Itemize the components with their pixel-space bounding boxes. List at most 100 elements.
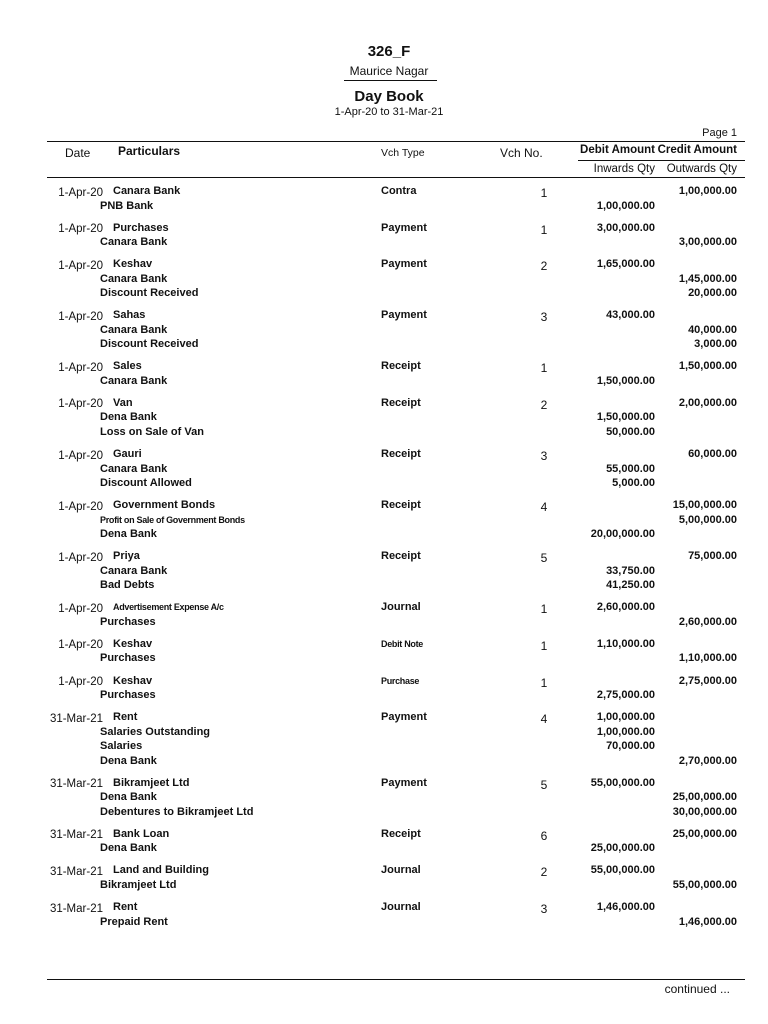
voucher-entry[interactable]: 1-Apr-20 Receipt 3 Gauri 60,000.00 Canara Ban… bbox=[0, 447, 768, 491]
debit-amount: 5,000.00 bbox=[612, 477, 655, 490]
voucher-entry[interactable]: 1-Apr-20 Receipt 5 Priya 75,000.00 Canara Ban… bbox=[0, 549, 768, 593]
ledger-name: Sales bbox=[113, 360, 142, 373]
voucher-date: 1-Apr-20 bbox=[58, 223, 103, 236]
ledger-name: Dena Bank bbox=[100, 528, 157, 541]
ledger-name: Bank Loan bbox=[113, 827, 170, 840]
debit-amount: 55,00,000.00 bbox=[590, 776, 655, 789]
ledger-name: PNB Bank bbox=[100, 199, 154, 212]
voucher-entry[interactable]: 1-Apr-20 Payment 1 Purchases 3,00,000.00 Cana… bbox=[0, 221, 768, 250]
ledger-name: Sahas bbox=[113, 309, 146, 322]
voucher-date: 1-Apr-20 bbox=[58, 500, 103, 513]
debit-amount: 25,00,000.00 bbox=[590, 842, 655, 855]
credit-amount: 1,45,000.00 bbox=[678, 272, 737, 285]
debit-amount: 1,00,000.00 bbox=[596, 725, 655, 738]
credit-amount: 55,00,000.00 bbox=[672, 878, 737, 891]
voucher-entry[interactable]: 1-Apr-20 Purchase 1 Keshav 2,75,000.00 Purcha… bbox=[0, 674, 768, 703]
voucher-type: Journal bbox=[381, 601, 421, 614]
voucher-entry[interactable]: 1-Apr-20 Payment 3 Sahas 43,000.00 Canara Ban… bbox=[0, 308, 768, 352]
voucher-type: Receipt bbox=[381, 499, 421, 512]
ledger-line: Profit on Sale of Government Bonds 5,00,0… bbox=[0, 513, 768, 528]
voucher-entry[interactable]: 1-Apr-20 Payment 2 Keshav 1,65,000.00 Canara … bbox=[0, 257, 768, 301]
voucher-type: Payment bbox=[381, 258, 427, 271]
header-top-rule bbox=[47, 141, 745, 142]
ledger-line: Purchases 2,75,000.00 bbox=[0, 688, 768, 703]
voucher-entry[interactable]: 1-Apr-20 Journal 1 Advertisement Expense A/… bbox=[0, 600, 768, 629]
voucher-entry[interactable]: 31-Mar-21 Journal 3 Rent 1,46,000.00 Prepaid … bbox=[0, 900, 768, 929]
voucher-type: Payment bbox=[381, 711, 427, 724]
debit-amount: 1,00,000.00 bbox=[596, 199, 655, 212]
continued-label: continued ... bbox=[664, 982, 730, 996]
ledger-name: Purchases bbox=[100, 652, 156, 665]
voucher-type: Purchase bbox=[381, 675, 420, 686]
ledger-name: Rent bbox=[113, 711, 138, 724]
voucher-list: 1-Apr-20 Contra 1 Canara Bank 1,00,000.00 PNB… bbox=[0, 184, 768, 937]
ledger-line: 1-Apr-20 Receipt 2 Van 2,00,000.00 bbox=[0, 396, 768, 412]
ledger-line: 31-Mar-21 Receipt 6 Bank Loan 25,00,000.00 bbox=[0, 827, 768, 843]
voucher-entry[interactable]: 31-Mar-21 Payment 4 Rent 1,00,000.00 Salaries… bbox=[0, 710, 768, 768]
voucher-number: 2 bbox=[540, 259, 548, 274]
debit-amount: 55,00,000.00 bbox=[590, 864, 655, 877]
credit-amount: 25,00,000.00 bbox=[672, 827, 737, 840]
voucher-type: Contra bbox=[381, 185, 417, 197]
debit-amount: 55,000.00 bbox=[606, 462, 655, 475]
ledger-line: 1-Apr-20 Receipt 5 Priya 75,000.00 bbox=[0, 549, 768, 565]
ledger-name: Dena Bank bbox=[100, 411, 157, 424]
ledger-name: Canara Bank bbox=[100, 323, 168, 336]
col-vch-type: Vch Type bbox=[381, 147, 425, 159]
amount-subrule bbox=[578, 160, 745, 161]
ledger-line: 1-Apr-20 Journal 1 Advertisement Expense A/… bbox=[0, 600, 768, 616]
voucher-entry[interactable]: 1-Apr-20 Receipt 2 Van 2,00,000.00 Dena Bank 1… bbox=[0, 396, 768, 440]
ledger-name: Salaries Outstanding bbox=[100, 725, 211, 738]
debit-amount: 1,00,000.00 bbox=[596, 711, 655, 724]
ledger-name: Land and Building bbox=[113, 864, 209, 877]
ledger-name: Keshav bbox=[113, 674, 153, 687]
voucher-entry[interactable]: 1-Apr-20 Debit Note 1 Keshav 1,10,000.00 Purc… bbox=[0, 637, 768, 666]
voucher-type: Receipt bbox=[381, 396, 421, 409]
company-name: 326_F bbox=[367, 43, 411, 60]
ledger-line: Purchases 1,10,000.00 bbox=[0, 651, 768, 666]
ledger-name: Canara Bank bbox=[100, 564, 168, 577]
ledger-line: Prepaid Rent 1,46,000.00 bbox=[0, 915, 768, 930]
ledger-line: PNB Bank 1,00,000.00 bbox=[0, 199, 768, 214]
ledger-line: 31-Mar-21 Journal 3 Rent 1,46,000.00 bbox=[0, 900, 768, 916]
debit-amount: 70,000.00 bbox=[606, 740, 655, 753]
voucher-type: Receipt bbox=[381, 360, 421, 373]
credit-amount: 30,00,000.00 bbox=[672, 805, 737, 818]
credit-amount: 25,00,000.00 bbox=[672, 791, 737, 804]
ledger-line: Purchases 2,60,000.00 bbox=[0, 615, 768, 630]
ledger-name: Dena Bank bbox=[100, 791, 157, 804]
voucher-date: 1-Apr-20 bbox=[58, 361, 103, 374]
ledger-name: Dena Bank bbox=[100, 842, 157, 855]
voucher-number: 2 bbox=[540, 865, 548, 880]
credit-amount: 1,46,000.00 bbox=[678, 915, 737, 928]
debit-amount: 20,00,000.00 bbox=[590, 528, 655, 541]
voucher-entry[interactable]: 31-Mar-21 Journal 2 Land and Building 55,00,… bbox=[0, 863, 768, 892]
ledger-name: Keshav bbox=[113, 258, 153, 271]
debit-amount: 1,10,000.00 bbox=[596, 637, 655, 650]
credit-amount: 2,75,000.00 bbox=[678, 674, 737, 687]
voucher-entry[interactable]: 31-Mar-21 Payment 5 Bikramjeet Ltd 55,00,000… bbox=[0, 776, 768, 820]
voucher-type: Payment bbox=[381, 221, 427, 234]
ledger-name: Canara Bank bbox=[100, 272, 168, 285]
credit-amount: 1,10,000.00 bbox=[678, 652, 737, 665]
ledger-line: 1-Apr-20 Debit Note 1 Keshav 1,10,000.00 bbox=[0, 637, 768, 653]
ledger-line: 31-Mar-21 Journal 2 Land and Building 55,00,… bbox=[0, 863, 768, 880]
col-inwards: Inwards Qty bbox=[593, 163, 655, 175]
voucher-entry[interactable]: 1-Apr-20 Contra 1 Canara Bank 1,00,000.00 PNB… bbox=[0, 184, 768, 213]
voucher-type: Journal bbox=[381, 864, 421, 877]
voucher-number: 5 bbox=[540, 777, 548, 792]
debit-amount: 1,65,000.00 bbox=[596, 258, 655, 271]
voucher-type: Receipt bbox=[381, 550, 421, 563]
voucher-date: 1-Apr-20 bbox=[58, 259, 103, 272]
voucher-entry[interactable]: 31-Mar-21 Receipt 6 Bank Loan 25,00,000.00 De… bbox=[0, 827, 768, 856]
credit-amount: 60,000.00 bbox=[688, 448, 737, 461]
ledger-line: Bikramjeet Ltd 55,00,000.00 bbox=[0, 878, 768, 893]
voucher-entry[interactable]: 1-Apr-20 Receipt 4 Government Bonds 15,00,00… bbox=[0, 498, 768, 542]
ledger-line: Discount Received 3,000.00 bbox=[0, 337, 768, 352]
voucher-entry[interactable]: 1-Apr-20 Receipt 1 Sales 1,50,000.00 Canara B… bbox=[0, 359, 768, 388]
voucher-type: Receipt bbox=[381, 827, 421, 840]
voucher-date: 1-Apr-20 bbox=[58, 398, 103, 411]
voucher-date: 1-Apr-20 bbox=[58, 310, 103, 323]
voucher-number: 3 bbox=[540, 902, 548, 916]
ledger-line: Salaries Outstanding 1,00,000.00 bbox=[0, 725, 768, 740]
